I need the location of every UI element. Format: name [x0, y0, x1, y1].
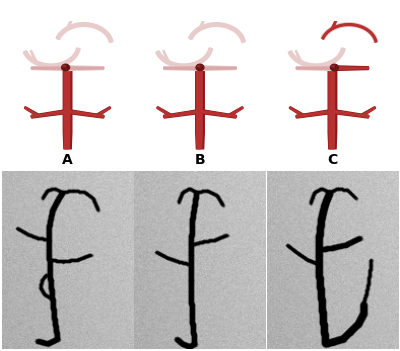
- Polygon shape: [24, 48, 79, 67]
- Polygon shape: [199, 16, 206, 29]
- Ellipse shape: [196, 64, 204, 71]
- Polygon shape: [96, 107, 111, 117]
- Polygon shape: [296, 66, 332, 71]
- Polygon shape: [328, 68, 337, 149]
- Polygon shape: [24, 107, 39, 117]
- Polygon shape: [331, 16, 338, 29]
- Polygon shape: [66, 16, 73, 29]
- Polygon shape: [188, 23, 245, 42]
- Polygon shape: [321, 23, 378, 42]
- Ellipse shape: [62, 64, 70, 71]
- Polygon shape: [32, 66, 68, 71]
- Ellipse shape: [330, 64, 338, 71]
- Polygon shape: [67, 110, 104, 118]
- Polygon shape: [289, 48, 344, 67]
- Polygon shape: [57, 24, 112, 42]
- Polygon shape: [164, 110, 200, 118]
- Polygon shape: [196, 68, 204, 149]
- Polygon shape: [164, 66, 200, 71]
- Text: A: A: [62, 153, 73, 167]
- Polygon shape: [24, 107, 38, 116]
- Text: C: C: [327, 153, 338, 167]
- Polygon shape: [189, 24, 244, 42]
- Polygon shape: [23, 48, 80, 68]
- Polygon shape: [164, 110, 200, 118]
- Polygon shape: [296, 67, 332, 69]
- Polygon shape: [68, 66, 104, 71]
- Polygon shape: [157, 107, 171, 117]
- Polygon shape: [329, 68, 334, 149]
- Polygon shape: [332, 110, 369, 118]
- Polygon shape: [229, 107, 243, 116]
- Polygon shape: [157, 107, 171, 116]
- Polygon shape: [200, 67, 236, 69]
- Polygon shape: [196, 68, 202, 149]
- Text: B: B: [195, 153, 205, 167]
- Polygon shape: [332, 110, 369, 118]
- Polygon shape: [229, 107, 243, 117]
- Ellipse shape: [332, 65, 334, 67]
- Polygon shape: [30, 51, 37, 63]
- Polygon shape: [361, 107, 376, 117]
- Polygon shape: [68, 67, 104, 69]
- Polygon shape: [200, 110, 236, 118]
- Polygon shape: [296, 110, 332, 118]
- Polygon shape: [31, 110, 68, 118]
- Ellipse shape: [197, 65, 200, 67]
- Polygon shape: [332, 66, 368, 71]
- Polygon shape: [289, 107, 303, 116]
- Polygon shape: [200, 66, 236, 71]
- Polygon shape: [31, 110, 68, 118]
- Polygon shape: [296, 110, 333, 118]
- Polygon shape: [31, 67, 68, 69]
- Ellipse shape: [63, 65, 66, 67]
- Polygon shape: [163, 51, 170, 63]
- Polygon shape: [295, 51, 302, 63]
- Polygon shape: [56, 23, 113, 42]
- Polygon shape: [362, 107, 376, 116]
- Polygon shape: [156, 48, 212, 68]
- Polygon shape: [156, 48, 212, 67]
- Polygon shape: [288, 48, 345, 68]
- Polygon shape: [68, 110, 104, 118]
- Polygon shape: [164, 67, 200, 69]
- Polygon shape: [332, 67, 369, 69]
- Polygon shape: [97, 107, 111, 116]
- Polygon shape: [322, 24, 377, 42]
- Polygon shape: [289, 107, 304, 117]
- Polygon shape: [200, 110, 236, 118]
- Polygon shape: [63, 68, 72, 149]
- Polygon shape: [64, 68, 70, 149]
